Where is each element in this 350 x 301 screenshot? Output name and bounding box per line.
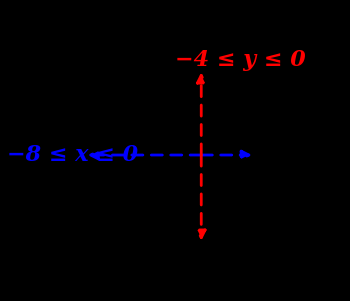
Text: −4 ≤ y ≤ 0: −4 ≤ y ≤ 0 — [175, 49, 306, 71]
Text: −8 ≤ x ≤ 0: −8 ≤ x ≤ 0 — [7, 144, 138, 166]
